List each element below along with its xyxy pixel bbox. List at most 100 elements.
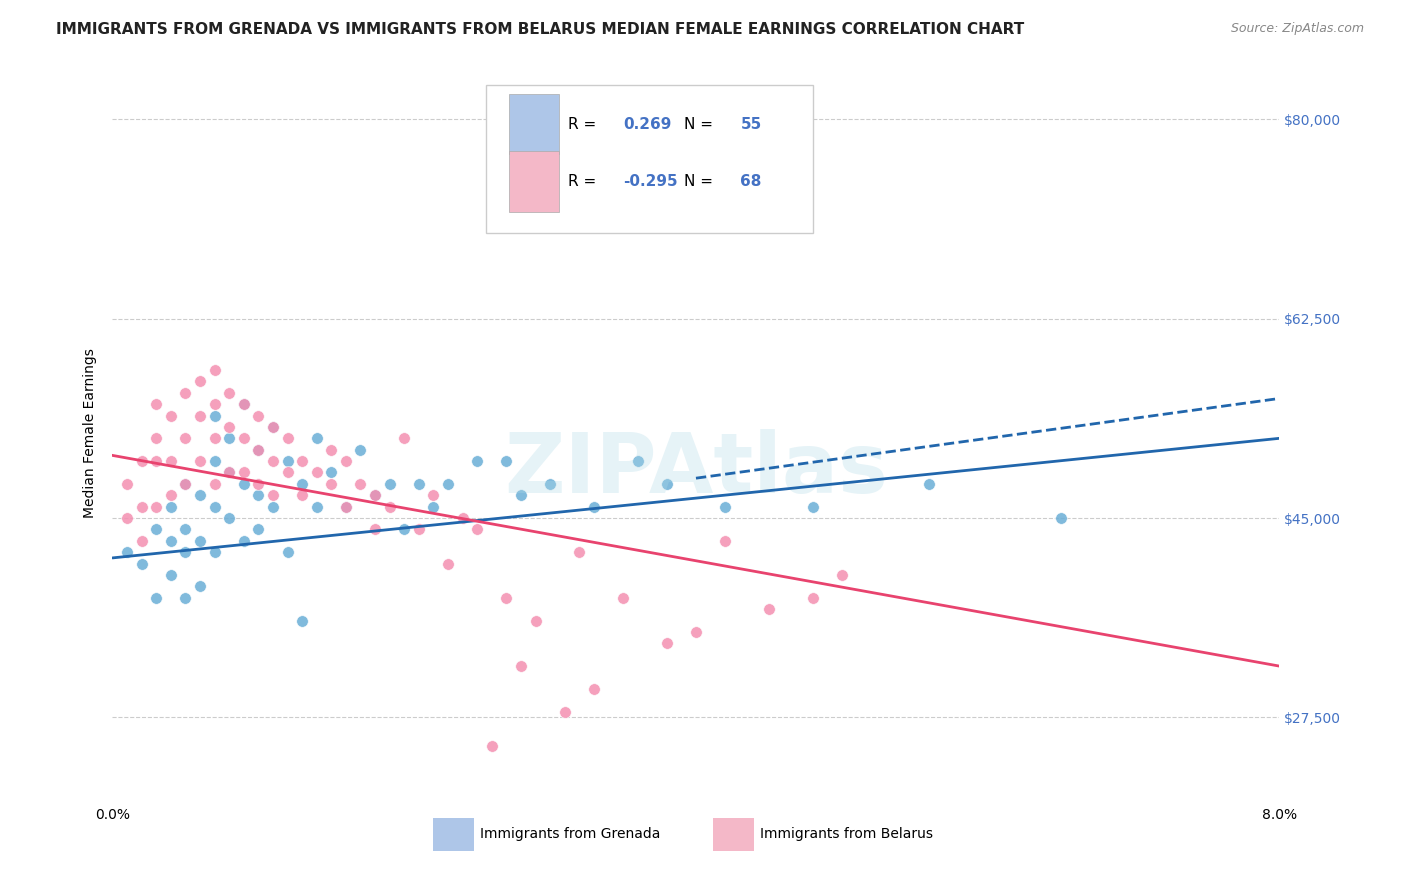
Point <box>188 533 211 548</box>
Point <box>364 488 387 502</box>
Point <box>305 466 328 480</box>
Point <box>612 591 634 605</box>
Point <box>422 500 444 514</box>
Point <box>378 476 401 491</box>
Point <box>335 500 357 514</box>
Point <box>364 523 387 537</box>
Point <box>305 431 328 445</box>
Point <box>262 420 284 434</box>
Y-axis label: Median Female Earnings: Median Female Earnings <box>83 348 97 517</box>
Point <box>758 602 780 616</box>
Point <box>262 488 284 502</box>
FancyBboxPatch shape <box>509 151 560 211</box>
Point <box>131 500 153 514</box>
FancyBboxPatch shape <box>509 94 560 154</box>
Point <box>188 488 211 502</box>
Point <box>1049 511 1071 525</box>
Point <box>714 500 737 514</box>
Point <box>232 431 254 445</box>
Point <box>408 523 430 537</box>
Point <box>174 476 197 491</box>
Point <box>174 523 197 537</box>
Point <box>305 500 328 514</box>
Point <box>188 579 211 593</box>
Point <box>218 420 240 434</box>
Point <box>291 476 314 491</box>
Point <box>335 454 357 468</box>
Point <box>349 476 371 491</box>
Point <box>174 545 197 559</box>
Point <box>465 523 488 537</box>
Point <box>422 488 444 502</box>
Text: 68: 68 <box>741 174 762 189</box>
Point <box>160 409 183 423</box>
Point <box>174 476 197 491</box>
Point <box>160 454 183 468</box>
Point <box>247 488 270 502</box>
Point <box>408 476 430 491</box>
Point <box>160 488 183 502</box>
Point <box>481 739 503 753</box>
Point <box>204 545 226 559</box>
Point <box>218 511 240 525</box>
Point <box>218 466 240 480</box>
Point <box>115 511 138 525</box>
Point <box>538 169 561 184</box>
Point <box>160 500 183 514</box>
Point <box>204 397 226 411</box>
FancyBboxPatch shape <box>433 818 474 851</box>
Text: 0.269: 0.269 <box>624 117 672 131</box>
Point <box>218 385 240 400</box>
Point <box>437 557 460 571</box>
Point <box>232 397 254 411</box>
Text: Immigrants from Belarus: Immigrants from Belarus <box>761 827 934 841</box>
Text: Immigrants from Grenada: Immigrants from Grenada <box>479 827 661 841</box>
Point <box>291 614 314 628</box>
Point <box>495 591 517 605</box>
Point <box>115 545 138 559</box>
Point <box>509 488 531 502</box>
Point <box>204 454 226 468</box>
Point <box>276 431 298 445</box>
Point <box>685 624 707 639</box>
Point <box>218 466 240 480</box>
Point <box>174 591 197 605</box>
Point <box>276 545 298 559</box>
Point <box>262 454 284 468</box>
Point <box>131 533 153 548</box>
Point <box>188 409 211 423</box>
Point <box>378 500 401 514</box>
Point <box>364 488 387 502</box>
Point <box>188 454 211 468</box>
Point <box>276 454 298 468</box>
Point <box>321 442 343 457</box>
Point <box>188 375 211 389</box>
Point <box>568 545 591 559</box>
Point <box>801 591 824 605</box>
Text: R =: R = <box>568 174 600 189</box>
Point <box>538 476 561 491</box>
Point <box>160 533 183 548</box>
Point <box>291 454 314 468</box>
Point <box>918 476 941 491</box>
Point <box>204 363 226 377</box>
Point <box>291 488 314 502</box>
Point <box>204 500 226 514</box>
Point <box>655 476 678 491</box>
Point <box>145 500 167 514</box>
Point <box>582 500 605 514</box>
Point <box>145 431 167 445</box>
Point <box>554 705 576 719</box>
Text: R =: R = <box>568 117 600 131</box>
Point <box>451 511 474 525</box>
FancyBboxPatch shape <box>486 85 813 233</box>
Point <box>582 681 605 696</box>
FancyBboxPatch shape <box>713 818 755 851</box>
Point <box>801 500 824 514</box>
Point <box>437 476 460 491</box>
Point <box>321 476 343 491</box>
Point <box>115 476 138 491</box>
Point <box>262 500 284 514</box>
Point <box>262 420 284 434</box>
Point <box>204 431 226 445</box>
